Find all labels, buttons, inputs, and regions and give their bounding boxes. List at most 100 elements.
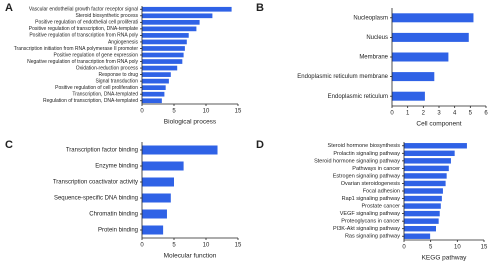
y-tick-label: Positive regulation of transcription fro… [29, 33, 138, 39]
bar [404, 165, 449, 172]
x-axis-label: Cell component [416, 121, 461, 128]
y-tick-label: Endoplasmic reticulum [328, 94, 388, 100]
y-tick-label: Focal adhesion [363, 188, 400, 194]
bar [142, 46, 185, 51]
y-tick-label: Prostate cancer [361, 204, 400, 210]
x-axis-label: Molecular function [164, 253, 217, 260]
y-tick-label: Protein binding [98, 228, 138, 234]
y-tick-label: Response to drug [99, 72, 139, 78]
y-tick-label: Positive regulation of cell proliferatio… [55, 85, 138, 91]
x-tick-label: 0 [140, 109, 144, 115]
y-tick-label: Vascular endothelial growth factor recep… [29, 7, 138, 13]
x-tick-label: 4 [453, 111, 457, 117]
x-axis-label: Biological process [164, 119, 217, 126]
bar [404, 188, 443, 194]
y-tick-label: Enzyme binding [95, 164, 138, 170]
bar [142, 91, 165, 97]
bar [404, 158, 451, 164]
bar [142, 145, 218, 155]
bar [142, 65, 178, 71]
y-tick-label: Steroid hormone signaling pathway [314, 158, 400, 164]
bar [142, 209, 167, 219]
y-tick-label: Positive regulation of endothelial cell … [35, 20, 138, 26]
y-tick-label: Transcription initiation from RNA polyme… [14, 46, 139, 52]
y-tick-label: Transcription coactivator activity [53, 180, 138, 186]
bar [404, 195, 442, 202]
y-tick-label: Oxidation-reduction process [76, 65, 139, 71]
x-tick-label: 3 [437, 111, 441, 117]
bar [392, 32, 469, 42]
bar [142, 161, 184, 171]
y-tick-label: Rap1 signaling pathway [342, 196, 401, 202]
x-tick-label: 1 [406, 111, 410, 117]
bar [404, 225, 436, 232]
y-tick-label: Chromatin binding [89, 212, 138, 218]
bar [142, 85, 166, 91]
y-tick-label: Pathways in cancer [352, 166, 400, 172]
x-tick-label: 10 [203, 243, 210, 249]
bar [142, 26, 197, 32]
x-tick-label: 0 [140, 243, 144, 249]
bar [404, 233, 431, 239]
panel-label: C [5, 139, 13, 151]
y-tick-label: Steroid hormone biosynthesis [328, 143, 401, 149]
bar [404, 218, 439, 224]
y-tick-label: Steroid biosynthetic process [75, 13, 138, 19]
bar [142, 33, 189, 38]
bar [404, 150, 455, 157]
bar [142, 59, 183, 64]
bar [142, 98, 162, 104]
x-tick-label: 10 [203, 109, 210, 115]
y-tick-label: Ovarian steroidogenesis [341, 181, 401, 187]
bar [404, 180, 446, 187]
x-tick-label: 15 [235, 109, 242, 115]
x-tick-label: 2 [422, 111, 426, 117]
bar [142, 193, 171, 203]
bar [404, 143, 467, 149]
y-tick-label: Regulation of transcription, DNA-templat… [43, 98, 138, 104]
x-tick-label: 5 [172, 109, 176, 115]
y-tick-label: PI3K-Akt signaling pathway [333, 226, 400, 232]
x-tick-label: 15 [481, 245, 488, 251]
x-tick-label: 10 [454, 245, 461, 251]
bar [142, 39, 187, 45]
bar [392, 13, 474, 23]
y-tick-label: Transcription factor binding [66, 148, 138, 154]
y-tick-label: Angiogenesis [108, 39, 139, 45]
bar [392, 72, 435, 82]
y-tick-label: Sequence-specific DNA binding [54, 196, 138, 202]
panel-label: B [256, 2, 264, 14]
y-tick-label: Proteoglycans in cancer [341, 219, 400, 225]
y-tick-label: Prolactin signaling pathway [333, 151, 400, 157]
x-tick-label: 6 [484, 111, 488, 117]
bar [404, 173, 447, 179]
x-tick-label: 5 [429, 245, 433, 251]
y-tick-label: Positive regulation of gene expression [54, 52, 139, 58]
bar [142, 52, 184, 58]
y-tick-label: Endoplasmic reticulum membrane [297, 74, 388, 80]
y-tick-label: Transcription, DNA-templated [72, 92, 138, 98]
bar [392, 52, 449, 62]
bar [142, 6, 232, 12]
x-tick-label: 5 [469, 111, 473, 117]
x-tick-label: 15 [235, 243, 242, 249]
bar [404, 210, 440, 217]
panel-label: D [256, 139, 264, 151]
x-axis-label: KEGG pathway [422, 255, 468, 262]
bar [142, 19, 200, 25]
y-tick-label: Nucleus [366, 35, 388, 41]
bar [142, 13, 213, 19]
x-tick-label: 0 [390, 111, 394, 117]
x-tick-label: 5 [172, 243, 176, 249]
bar [392, 91, 425, 101]
bar [142, 177, 174, 187]
y-tick-label: Positive regulation of transcription, DN… [29, 26, 138, 32]
bar [142, 225, 164, 235]
y-tick-label: Ras signaling pathway [345, 234, 400, 240]
y-tick-label: Negative regulation of transcription fro… [27, 59, 138, 65]
y-tick-label: Membrane [359, 55, 388, 61]
bar [142, 78, 169, 84]
bar [404, 203, 441, 209]
